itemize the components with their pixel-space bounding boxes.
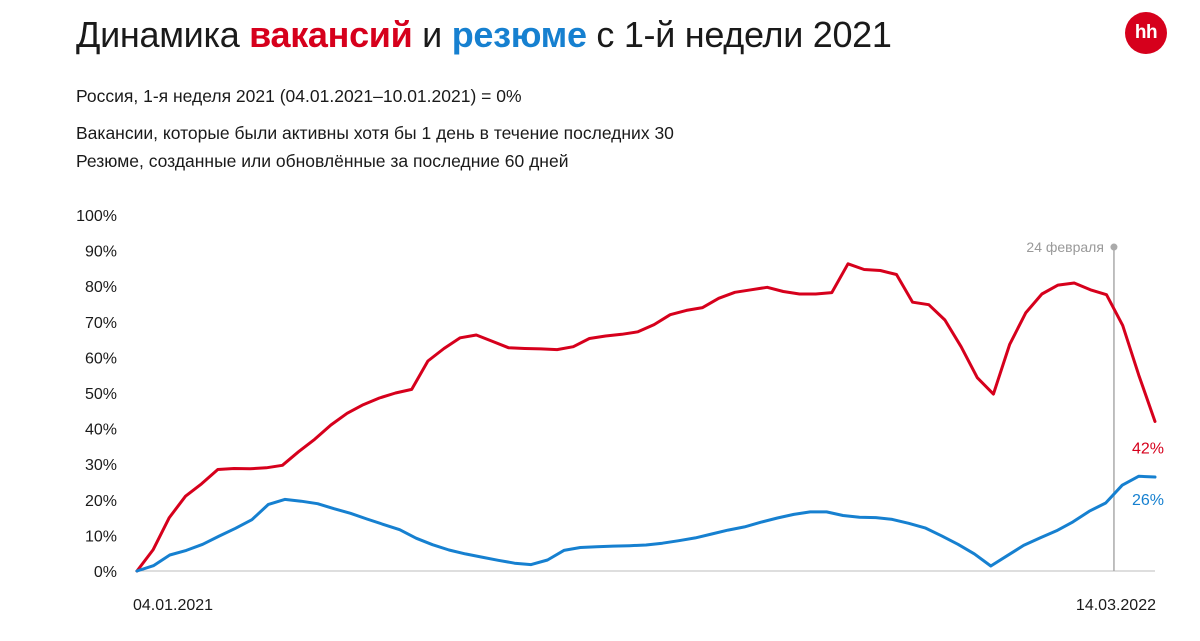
hh-logo: hh [1125, 12, 1167, 54]
y-tick-label: 40% [85, 422, 117, 439]
y-tick-label: 80% [85, 279, 117, 296]
resumes-line [135, 474, 1157, 573]
y-tick-label: 70% [85, 315, 117, 332]
end-labels: 42% 26% [1132, 440, 1164, 509]
baseline-note: Россия, 1-я неделя 2021 (04.01.2021–10.0… [76, 86, 522, 106]
resumes-end-label: 26% [1132, 492, 1164, 509]
y-axis: 0% 10% 20% 30% 40% 50% 60% 70% 80% 90% 100% [76, 208, 117, 581]
x-axis: 04.01.2021 14.03.2022 [133, 597, 1156, 614]
x-tick-label-start: 04.01.2021 [133, 597, 213, 614]
y-tick-label: 10% [85, 528, 117, 545]
title-resumes-word: резюме [451, 14, 587, 55]
vacancies-line [135, 262, 1157, 573]
y-tick-label: 60% [85, 350, 117, 367]
annotation-group: 24 февраля [1026, 239, 1118, 571]
x-tick-label-end: 14.03.2022 [1076, 597, 1156, 614]
chart-title: Динамика вакансий и резюме с 1-й недели … [76, 14, 892, 56]
resumes-note: Резюме, созданные или обновлённые за пос… [76, 151, 569, 171]
y-tick-label: 20% [85, 493, 117, 510]
y-tick-label: 30% [85, 457, 117, 474]
y-tick-label: 90% [85, 244, 117, 261]
y-tick-label: 0% [94, 564, 117, 581]
y-tick-label: 50% [85, 386, 117, 403]
vacancies-end-label: 42% [1132, 440, 1164, 457]
title-part-3: с 1-й недели 2021 [586, 14, 892, 55]
annotation-dot [1110, 243, 1118, 251]
vacancies-note: Вакансии, которые были активны хотя бы 1… [76, 123, 674, 143]
series-lines [135, 262, 1157, 573]
annotation-label: 24 февраля [1026, 239, 1104, 255]
title-part-2: и [412, 14, 452, 55]
title-part-1: Динамика [76, 14, 250, 55]
title-vacancies-word: вакансий [249, 14, 413, 55]
y-tick-label: 100% [76, 208, 117, 225]
